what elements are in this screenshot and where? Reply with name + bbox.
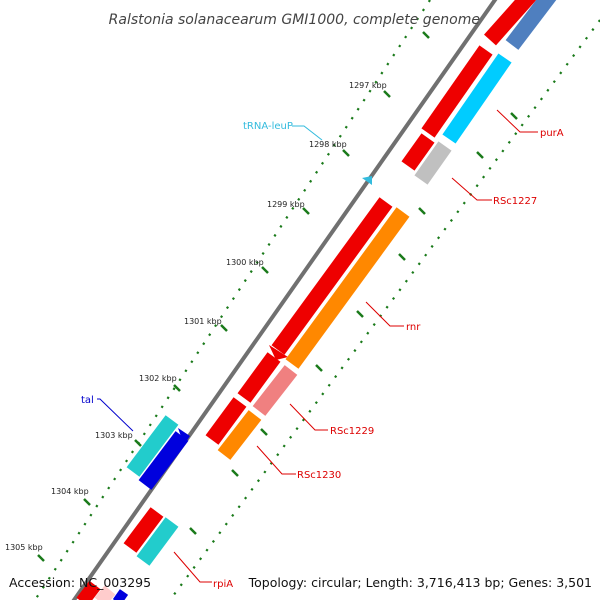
- gene-red-rsc1230: [205, 397, 247, 445]
- gene-pink-rsc1229: [252, 365, 298, 416]
- gene-label-rpiA: rpiA: [213, 579, 233, 590]
- gene-cyan-purA: [442, 53, 512, 144]
- map-title: Ralstonia solanacearum GMI1000, complete…: [109, 12, 480, 28]
- gene-silver-rsc1227: [414, 141, 452, 185]
- gene-red-rsc1229: [237, 352, 281, 403]
- gene-label-trna-leup: tRNA-leuP: [243, 121, 293, 132]
- tick-label-1300: 1300 kbp: [226, 258, 264, 267]
- leader-line-tal: [97, 398, 134, 432]
- gene-blue-bottom: [112, 589, 129, 600]
- gene-orange-rsc1230: [217, 410, 262, 460]
- leader-lines: [173, 109, 538, 583]
- gene-label-rsc1230: RSc1230: [297, 470, 341, 481]
- gene-red-purA: [421, 45, 493, 138]
- tick-marks: [37, 31, 430, 562]
- gene-red-top: [484, 0, 536, 46]
- tick-label-1305: 1305 kbp: [5, 543, 43, 552]
- trna-marker: [362, 176, 372, 185]
- inner-tick-marks: [189, 112, 518, 535]
- tick-label-1302: 1302 kbp: [139, 374, 177, 383]
- gene-blue-tal: [138, 431, 189, 490]
- gene-label-rnr: rnr: [406, 322, 421, 333]
- tick-label-1299: 1299 kbp: [267, 200, 305, 209]
- gene-teal-rpiA: [136, 517, 179, 566]
- gene-pink-bottom: [94, 585, 116, 600]
- genome-backbone: [71, 0, 498, 600]
- gene-blue-tal-head: [178, 428, 190, 445]
- gene-label-rsc1229: RSc1229: [330, 426, 374, 437]
- tick-label-1297: 1297 kbp: [349, 81, 387, 90]
- dotted-ring-outer: [34, 0, 431, 600]
- gene-orange-rnr: [285, 207, 410, 369]
- tick-label-1304: 1304 kbp: [51, 487, 89, 496]
- tick-label-1303: 1303 kbp: [95, 431, 133, 440]
- topology-text: Topology: circular; Length: 3,716,413 bp…: [248, 575, 592, 590]
- gene-red-rnr: [271, 197, 393, 355]
- gene-steelblue-top: [505, 0, 557, 50]
- gene-teal-tal: [126, 415, 179, 477]
- gene-label-tal: tal: [81, 395, 94, 406]
- gene-label-rsc1227: RSc1227: [493, 196, 537, 207]
- dotted-ring-inner: [169, 19, 600, 600]
- gene-red-rnr-head: [269, 345, 288, 360]
- leader-line-trna: [292, 125, 323, 141]
- gene-red-rpiA: [123, 507, 164, 553]
- tick-label-1298: 1298 kbp: [309, 140, 347, 149]
- gene-red-rsc1227: [401, 133, 435, 171]
- gene-red-bottom: [76, 580, 101, 600]
- accession-text: Accession: NC_003295: [9, 575, 151, 590]
- gene-label-purA: purA: [540, 128, 564, 139]
- tick-label-1301: 1301 kbp: [184, 317, 222, 326]
